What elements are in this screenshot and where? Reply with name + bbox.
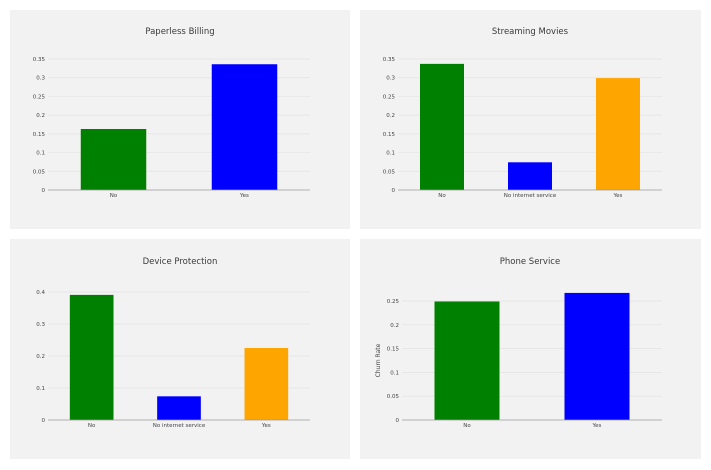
x-tick-label: Yes bbox=[592, 423, 602, 429]
chart-panel-phone-service: Phone Service 0 0.05 0.1 0.15 0.2 0.25 Churn Ra… bbox=[360, 239, 701, 459]
y-tick-label: 0.2 bbox=[36, 354, 45, 360]
bar bbox=[157, 396, 201, 420]
y-tick-label: 0.3 bbox=[36, 322, 45, 328]
y-tick-label: 0.15 bbox=[383, 132, 396, 138]
x-tick-label: No bbox=[88, 423, 96, 429]
bar bbox=[420, 63, 464, 190]
chart-streaming-movies: Streaming Movies 0 0.05 0.1 0.15 0.2 0.25 0.3 0.… bbox=[383, 27, 662, 199]
y-tick-label: 0.1 bbox=[36, 386, 45, 392]
y-tick-label: 0 bbox=[396, 418, 400, 424]
y-tick-label: 0.1 bbox=[386, 151, 395, 157]
y-tick-label: 0.35 bbox=[383, 57, 396, 63]
y-tick-label: 0 bbox=[42, 418, 46, 424]
y-tick-label: 0.05 bbox=[33, 169, 46, 175]
y-tick-label: 0 bbox=[42, 188, 46, 194]
y-tick-label: 0.05 bbox=[383, 169, 396, 175]
y-tick-label: 0 bbox=[392, 188, 396, 194]
chart-title: Device Protection bbox=[143, 257, 218, 267]
chart-phone-service: Phone Service 0 0.05 0.1 0.15 0.2 0.25 Churn Ra… bbox=[375, 257, 662, 429]
y-tick-label: 0.35 bbox=[33, 57, 46, 63]
chart-title: Phone Service bbox=[500, 257, 560, 267]
y-tick-label: 0.4 bbox=[36, 290, 45, 296]
chart-paperless-billing: Paperless Billing 0 0.05 0.1 0.15 0.2 0.25 0.3 0… bbox=[33, 27, 310, 199]
x-tick-label: Yes bbox=[261, 423, 271, 429]
x-tick-label: No bbox=[438, 193, 446, 199]
x-tick-label: No internet service bbox=[153, 423, 206, 429]
y-tick-label: 0.3 bbox=[386, 76, 395, 82]
y-tick-label: 0.1 bbox=[36, 151, 45, 157]
y-tick-label: 0.05 bbox=[387, 394, 400, 400]
bar bbox=[211, 64, 278, 190]
y-tick-label: 0.2 bbox=[386, 113, 395, 119]
y-tick-label: 0.15 bbox=[33, 132, 46, 138]
y-tick-label: 0.25 bbox=[387, 299, 400, 305]
chart-panel-paperless-billing: Paperless Billing 0 0.05 0.1 0.15 0.2 0.25 0.3 0… bbox=[10, 10, 350, 229]
x-tick-label: No internet service bbox=[504, 193, 557, 199]
chart-title: Paperless Billing bbox=[145, 27, 214, 37]
chart-device-protection: Device Protection 0 0.1 0.2 0.3 0.4 No No inter… bbox=[36, 257, 310, 429]
bar bbox=[69, 294, 114, 420]
chart-panel-streaming-movies: Streaming Movies 0 0.05 0.1 0.15 0.2 0.25 0.3 0.… bbox=[360, 10, 701, 229]
x-tick-label: No bbox=[463, 423, 471, 429]
y-tick-label: 0.3 bbox=[36, 76, 45, 82]
y-tick-label: 0.15 bbox=[387, 347, 400, 353]
y-axis-label: Churn Rate bbox=[375, 343, 382, 377]
y-tick-label: 0.2 bbox=[36, 113, 45, 119]
bar bbox=[434, 301, 500, 420]
bar bbox=[244, 348, 289, 420]
x-tick-label: No bbox=[110, 193, 118, 199]
bar bbox=[564, 292, 630, 420]
chart-title: Streaming Movies bbox=[492, 27, 569, 37]
x-tick-label: Yes bbox=[613, 193, 623, 199]
bar bbox=[508, 162, 552, 190]
y-tick-label: 0.25 bbox=[383, 94, 396, 100]
bar bbox=[80, 128, 147, 190]
chart-panel-device-protection: Device Protection 0 0.1 0.2 0.3 0.4 No No inter… bbox=[10, 239, 350, 459]
y-tick-label: 0.25 bbox=[33, 94, 46, 100]
y-tick-label: 0.2 bbox=[390, 323, 399, 329]
x-tick-label: Yes bbox=[239, 193, 249, 199]
y-tick-label: 0.1 bbox=[390, 370, 399, 376]
bar bbox=[596, 78, 640, 190]
